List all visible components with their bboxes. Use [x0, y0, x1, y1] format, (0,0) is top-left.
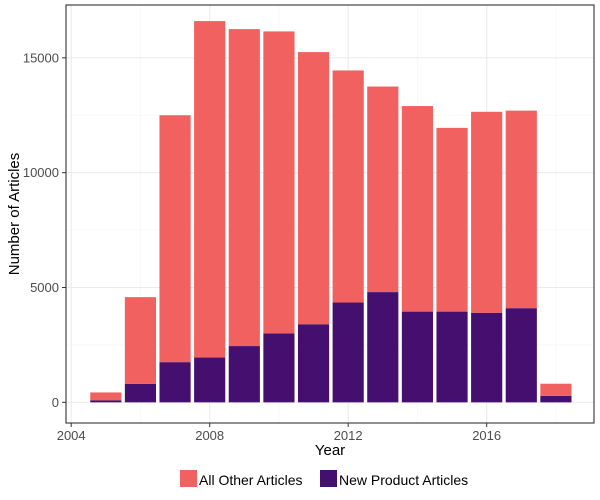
- y-axis-title: Number of Articles: [6, 153, 23, 276]
- bar-new-product-articles-2008: [194, 357, 226, 403]
- x-axis-title: Year: [315, 442, 345, 459]
- y-tick-label: 0: [52, 395, 59, 410]
- legend: All Other Articles New Product Articles: [180, 470, 468, 488]
- legend-label-new-product-articles: New Product Articles: [339, 472, 468, 488]
- bar-all-other-articles-2013: [367, 86, 399, 293]
- y-tick-label: 15000: [23, 50, 59, 65]
- bar-new-product-articles-2011: [297, 324, 330, 403]
- bar-all-other-articles-2014: [401, 106, 434, 312]
- bar-all-other-articles-2006: [124, 297, 157, 384]
- bar-all-other-articles-2015: [436, 127, 468, 312]
- bar-all-other-articles-2005: [90, 392, 122, 401]
- bar-all-other-articles-2010: [263, 31, 295, 334]
- legend-key-new-product-articles: [320, 470, 337, 487]
- x-tick-label: 2016: [472, 428, 501, 443]
- bar-all-other-articles-2008: [194, 21, 226, 358]
- bar-new-product-articles-2015: [436, 311, 468, 403]
- bar-new-product-articles-2006: [124, 383, 157, 403]
- plot-panel-border: [65, 4, 595, 424]
- bar-all-other-articles-2016: [471, 111, 503, 313]
- bar-all-other-articles-2009: [228, 29, 260, 347]
- bar-all-other-articles-2011: [297, 52, 330, 325]
- x-tick-label: 2012: [334, 428, 363, 443]
- bar-all-other-articles-2007: [159, 115, 191, 363]
- bar-all-other-articles-2018: [540, 383, 572, 396]
- legend-key-all-other-articles: [180, 470, 197, 487]
- bar-new-product-articles-2016: [471, 312, 503, 403]
- bar-new-product-articles-2013: [367, 292, 399, 403]
- legend-label-all-other-articles: All Other Articles: [199, 472, 302, 488]
- axis-ticks: 0 5000 10000 15000 2004 2008 2012 2016: [23, 50, 501, 443]
- bar-all-other-articles-2017: [505, 110, 537, 309]
- bar-new-product-articles-2017: [505, 308, 537, 403]
- bars: [90, 21, 572, 403]
- bar-new-product-articles-2012: [332, 302, 364, 403]
- bar-new-product-articles-2018: [540, 395, 572, 403]
- bar-new-product-articles-2007: [159, 362, 191, 403]
- x-tick-label: 2008: [195, 428, 224, 443]
- bar-new-product-articles-2010: [263, 333, 295, 403]
- x-tick-label: 2004: [57, 428, 86, 443]
- y-tick-label: 5000: [30, 280, 59, 295]
- y-tick-label: 10000: [23, 165, 59, 180]
- bar-new-product-articles-2009: [228, 346, 260, 403]
- bar-new-product-articles-2014: [401, 311, 434, 403]
- bar-all-other-articles-2012: [332, 70, 364, 303]
- bar-new-product-articles-2005: [90, 400, 122, 403]
